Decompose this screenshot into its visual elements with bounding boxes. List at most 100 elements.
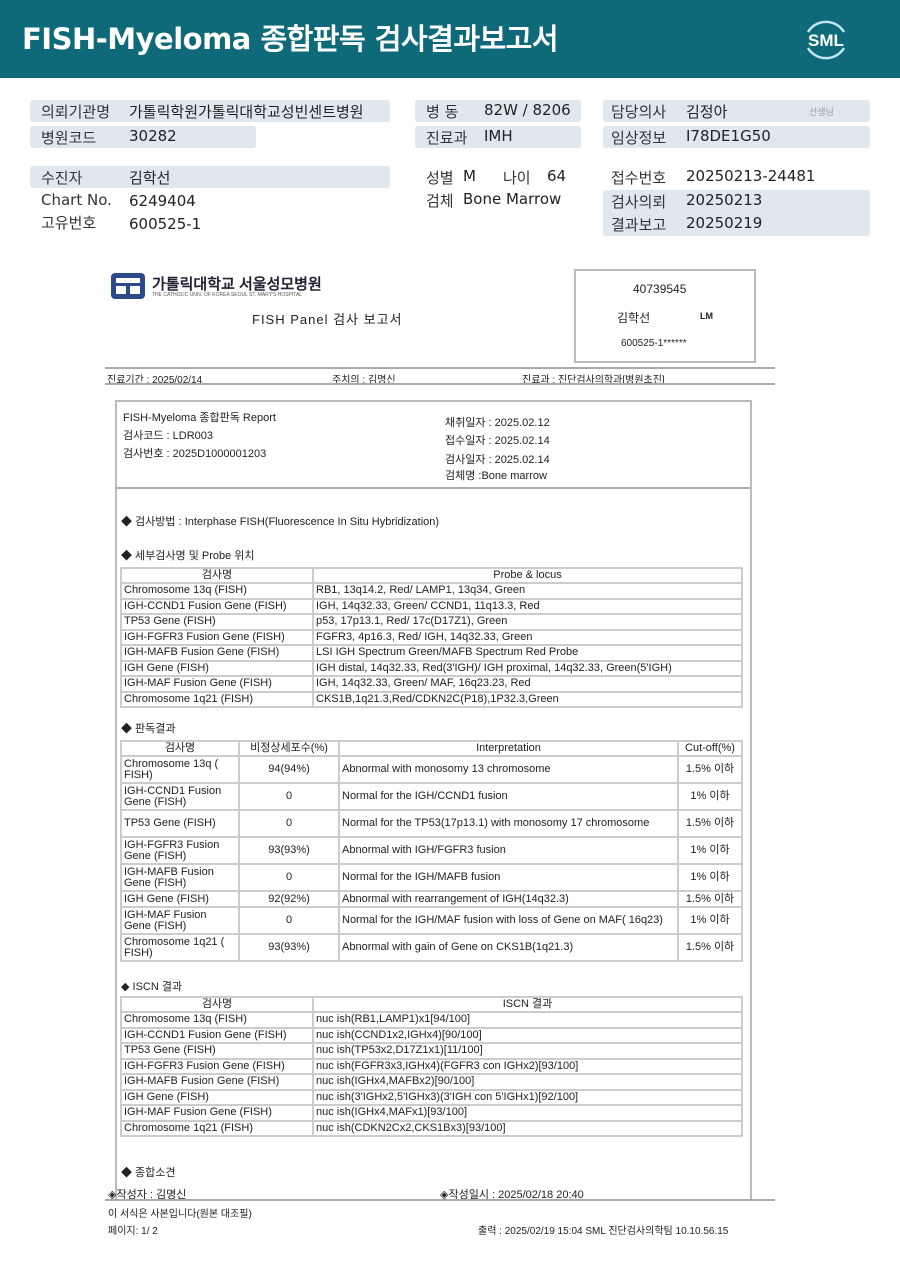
- table-cell: nuc ish(FGFR3x3,IGHx4)(FGFR3 con IGHx2)[…: [312, 1057, 743, 1075]
- specimen-label: 검체: [426, 192, 454, 210]
- report-value: 20250219: [686, 214, 763, 232]
- table-cell: Normal for the TP53(17p13.1) with monoso…: [338, 809, 679, 838]
- printed-info: 출력 : 2025/02/19 15:04 SML 진단검사의학팀 10.10.…: [478, 1226, 729, 1237]
- period: 진료기간 : 2025/02/14: [107, 375, 203, 386]
- table-cell: IGH-CCND1 Fusion Gene (FISH): [120, 1026, 314, 1044]
- table-cell: 1.5% 이하: [677, 809, 743, 838]
- hospital-name: 가톨릭대학교 서울성모병원: [152, 276, 322, 293]
- column-header: 검사명: [120, 740, 240, 757]
- written-date: ◈작성일시 : 2025/02/18 20:40: [440, 1189, 584, 1201]
- table-row: IGH-MAF Fusion Gene (FISH) IGH, 14q32.33,…: [120, 675, 743, 693]
- table-row: IGH-CCND1 Fusion Gene (FISH) IGH, 14q32.3…: [120, 597, 743, 615]
- probe-section-title: ◆ 세부검사명 및 Probe 위치: [121, 550, 255, 562]
- table-cell: IGH-CCND1 Fusion Gene (FISH): [120, 782, 240, 811]
- table-cell: IGH-MAF Fusion Gene (FISH): [120, 675, 314, 693]
- table-cell: IGH-FGFR3 Fusion Gene (FISH): [120, 628, 314, 646]
- table-row: IGH Gene (FISH) nuc ish(3'IGHx2,5'IGHx3)(…: [120, 1088, 743, 1106]
- table-cell: Chromosome 1q21 (FISH): [120, 1119, 314, 1137]
- age-label: 나이: [503, 169, 531, 187]
- result-section-title: ◆ 판독결과: [121, 723, 176, 735]
- table-cell: TP53 Gene (FISH): [120, 613, 314, 631]
- table-cell: Chromosome 1q21 (FISH): [120, 690, 314, 708]
- institution-label: 의뢰기관명: [41, 103, 111, 121]
- iscn-section-title: ◆ ISCN 결과: [121, 981, 183, 993]
- id-code: LM: [700, 311, 713, 321]
- sex-value: M: [463, 167, 476, 185]
- table-row: IGH-MAFB Fusion Gene (FISH) nuc ish(IGHx4…: [120, 1073, 743, 1091]
- table-cell: Abnormal with IGH/FGFR3 fusion: [338, 836, 679, 865]
- table-row: IGH Gene (FISH) IGH distal, 14q32.33, Red…: [120, 659, 743, 677]
- table-cell: 1.5% 이하: [677, 755, 743, 784]
- table-cell: IGH-MAFB Fusion Gene (FISH): [120, 644, 314, 662]
- report-name: FISH-Myeloma 종합판독 Report: [123, 412, 276, 424]
- table-cell: nuc ish(CDKN2Cx2,CKS1Bx3)[93/100]: [312, 1119, 743, 1137]
- table-cell: 0: [238, 809, 340, 838]
- table-cell: IGH Gene (FISH): [120, 659, 314, 677]
- table-cell: nuc ish(RB1,LAMP1)x1[94/100]: [312, 1011, 743, 1029]
- hospital-code-label: 병원코드: [41, 129, 97, 147]
- probe-table: 검사명 Probe & locus Chromosome 13q (FISH) RB1…: [120, 567, 743, 708]
- table-cell: nuc ish(IGHx4,MAFBx2)[90/100]: [312, 1073, 743, 1091]
- table-row: Chromosome 13q (FISH) RB1, 13q14.2, Red/ …: [120, 582, 743, 600]
- table-cell: 1% 이하: [677, 836, 743, 865]
- request-label: 검사의뢰: [611, 193, 667, 211]
- id-rrn: 600525-1******: [621, 338, 687, 349]
- table-cell: IGH, 14q32.33, Green/ CCND1, 11q13.3, Re…: [312, 597, 743, 615]
- sex-label: 성별: [426, 169, 454, 187]
- table-row: IGH-MAFB Fusion Gene (FISH) 0 Normal for t…: [120, 863, 743, 892]
- doctor-label: 담당의사: [611, 103, 667, 121]
- doctor-value: 김정아: [686, 103, 728, 121]
- table-cell: Abnormal with monosomy 13 chromosome: [338, 755, 679, 784]
- table-row: Chromosome 13q ( FISH) 94(94%) Abnormal wi…: [120, 755, 743, 784]
- clinical-label: 임상정보: [611, 129, 667, 147]
- table-cell: nuc ish(3'IGHx2,5'IGHx3)(3'IGH con 5'IGH…: [312, 1088, 743, 1106]
- table-cell: IGH-MAF Fusion Gene (FISH): [120, 1104, 314, 1122]
- table-cell: FGFR3, 4p16.3, Red/ IGH, 14q32.33, Green: [312, 628, 743, 646]
- table-row: IGH-MAF Fusion Gene (FISH) 0 Normal for th…: [120, 906, 743, 935]
- uid-value: 600525-1: [129, 215, 202, 233]
- table-row: IGH-CCND1 Fusion Gene (FISH) nuc ish(CCND…: [120, 1026, 743, 1044]
- column-header: 비정상세포수(%): [238, 740, 340, 757]
- page-title: FISH-Myeloma 종합판독 검사결과보고서: [22, 22, 559, 56]
- table-cell: Chromosome 13q (FISH): [120, 582, 314, 600]
- svg-text:SML: SML: [808, 31, 844, 50]
- header-bar: FISH-Myeloma 종합판독 검사결과보고서 SML: [0, 0, 900, 78]
- method-line: ◆ 검사방법 : Interphase FISH(Fluorescence In…: [121, 516, 440, 528]
- column-header: 검사명: [120, 567, 314, 584]
- table-row: IGH-FGFR3 Fusion Gene (FISH) nuc ish(FGFR…: [120, 1057, 743, 1075]
- column-header: 검사명: [120, 996, 314, 1013]
- table-cell: Abnormal with gain of Gene on CKS1B(1q21…: [338, 933, 679, 962]
- table-cell: 92(92%): [238, 890, 340, 908]
- iscn-table: 검사명 ISCN 결과 Chromosome 13q (FISH) nuc ish(R…: [120, 996, 743, 1137]
- table-cell: 1.5% 이하: [677, 890, 743, 908]
- table-row: IGH-FGFR3 Fusion Gene (FISH) FGFR3, 4p16.…: [120, 628, 743, 646]
- specimen-name: 검체명 :Bone marrow: [445, 470, 547, 482]
- id-name: 김학선: [617, 311, 651, 325]
- table-cell: 93(93%): [238, 933, 340, 962]
- clinical-value: I78DE1G50: [686, 127, 771, 145]
- specimen-value: Bone Marrow: [463, 190, 562, 208]
- table-cell: Chromosome 13q (FISH): [120, 1011, 314, 1029]
- patient-id-box: [574, 269, 756, 363]
- table-row: Chromosome 1q21 ( FISH) 93(93%) Abnormal w…: [120, 933, 743, 962]
- hospital-eng: THE CATHOLIC UNIV. OF KOREA SEOUL ST. MA…: [152, 292, 303, 298]
- table-row: TP53 Gene (FISH) nuc ish(TP53x2,D17Z1x1)[…: [120, 1042, 743, 1060]
- test-number: 검사번호 : 2025D1000001203: [123, 448, 267, 460]
- id-number: 40739545: [633, 282, 687, 296]
- table-cell: IGH-FGFR3 Fusion Gene (FISH): [120, 836, 240, 865]
- table-cell: LSI IGH Spectrum Green/MAFB Spectrum Red…: [312, 644, 743, 662]
- doctor-suffix: 선생님: [809, 108, 834, 118]
- report-label: 결과보고: [611, 216, 667, 234]
- result-table: 검사명 비정상세포수(%) Interpretation Cut-off(%) Chro…: [120, 740, 743, 962]
- table-cell: nuc ish(TP53x2,D17Z1x1)[11/100]: [312, 1042, 743, 1060]
- table-cell: Chromosome 1q21 ( FISH): [120, 933, 240, 962]
- table-cell: IGH, 14q32.33, Green/ MAF, 16q23.23, Red: [312, 675, 743, 693]
- table-cell: Abnormal with rearrangement of IGH(14q32…: [338, 890, 679, 908]
- table-cell: 93(93%): [238, 836, 340, 865]
- table-cell: IGH-MAFB Fusion Gene (FISH): [120, 863, 240, 892]
- table-cell: IGH distal, 14q32.33, Red(3'IGH)/ IGH pr…: [312, 659, 743, 677]
- column-header: Cut-off(%): [677, 740, 743, 757]
- table-header-row: 검사명 ISCN 결과: [120, 996, 743, 1013]
- table-cell: Normal for the IGH/CCND1 fusion: [338, 782, 679, 811]
- ward-value: 82W / 8206: [484, 101, 571, 119]
